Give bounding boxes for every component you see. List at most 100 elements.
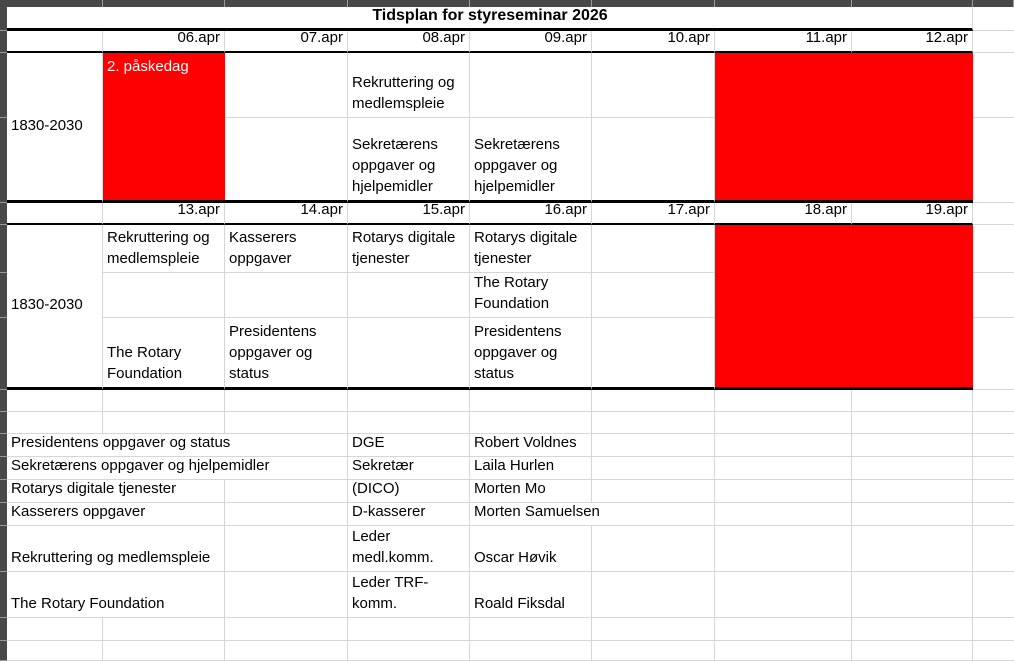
empty-cell[interactable] <box>715 390 852 412</box>
legend-role-cell[interactable]: Leder medl.komm. <box>348 526 470 572</box>
empty-cell[interactable] <box>103 273 225 318</box>
empty-cell[interactable] <box>592 412 715 434</box>
date-cell[interactable]: 16.apr <box>470 201 592 225</box>
empty-cell[interactable] <box>973 503 1014 526</box>
empty-cell[interactable] <box>852 412 973 434</box>
empty-cell[interactable] <box>973 412 1014 434</box>
event-cell[interactable]: Rotarys digitale tjenester <box>348 225 470 273</box>
empty-cell[interactable] <box>225 273 348 318</box>
empty-cell[interactable] <box>348 618 470 641</box>
empty-cell[interactable] <box>852 572 973 618</box>
legend-name-cell[interactable]: Oscar Høvik <box>470 526 592 572</box>
date-cell[interactable]: 14.apr <box>225 201 348 225</box>
empty-cell[interactable] <box>715 412 852 434</box>
legend-topic-cell[interactable]: Rekruttering og medlemspleie <box>7 526 225 572</box>
empty-cell[interactable] <box>973 457 1014 480</box>
empty-cell[interactable] <box>225 618 348 641</box>
empty-cell[interactable] <box>592 118 715 203</box>
event-cell[interactable]: Rotarys digitale tjenester <box>470 225 592 273</box>
event-cell[interactable]: Sekretærens oppgaver og hjelpemidler <box>470 118 592 203</box>
empty-cell[interactable] <box>973 225 1014 273</box>
legend-topic-cell[interactable]: The Rotary Foundation <box>7 572 225 618</box>
empty-cell[interactable] <box>470 53 592 118</box>
empty-cell[interactable] <box>973 434 1014 457</box>
empty-cell[interactable] <box>973 480 1014 503</box>
empty-cell[interactable] <box>973 31 1014 53</box>
empty-cell[interactable] <box>852 390 973 412</box>
event-cell[interactable]: Rekruttering og medlemspleie <box>103 225 225 273</box>
empty-cell[interactable] <box>348 641 470 661</box>
empty-cell[interactable] <box>225 480 348 503</box>
empty-cell[interactable] <box>470 618 592 641</box>
event-cell[interactable]: Presidentens oppgaver og status <box>225 318 348 390</box>
empty-cell[interactable] <box>7 412 103 434</box>
empty-cell[interactable] <box>715 457 852 480</box>
empty-cell[interactable] <box>592 318 715 390</box>
empty-cell[interactable] <box>7 390 103 412</box>
empty-cell[interactable] <box>852 457 973 480</box>
empty-cell[interactable] <box>225 53 348 118</box>
legend-name-cell[interactable]: Roald Fiksdal <box>470 572 592 618</box>
empty-cell[interactable] <box>348 273 470 318</box>
legend-name-cell[interactable]: Morten Samuelsen <box>470 503 715 526</box>
empty-cell[interactable] <box>225 412 348 434</box>
date-cell[interactable]: 19.apr <box>852 201 973 225</box>
date-cell[interactable]: 11.apr <box>715 29 852 53</box>
empty-cell[interactable] <box>973 273 1014 318</box>
empty-cell[interactable] <box>592 618 715 641</box>
empty-cell[interactable] <box>592 53 715 118</box>
event-cell[interactable]: Rekruttering og medlemspleie <box>348 53 470 118</box>
empty-cell[interactable] <box>973 390 1014 412</box>
empty-cell[interactable] <box>592 572 715 618</box>
empty-cell[interactable] <box>7 618 103 641</box>
empty-cell[interactable] <box>103 412 225 434</box>
legend-topic-cell[interactable]: Sekretærens oppgaver og hjelpemidler <box>7 457 348 480</box>
empty-cell[interactable] <box>852 503 973 526</box>
empty-cell[interactable] <box>715 618 852 641</box>
legend-role-cell[interactable]: D-kasserer <box>348 503 470 526</box>
empty-cell[interactable] <box>715 434 852 457</box>
empty-cell[interactable] <box>225 641 348 661</box>
empty-cell[interactable] <box>715 641 852 661</box>
empty-cell[interactable] <box>973 572 1014 618</box>
empty-cell[interactable] <box>592 225 715 273</box>
legend-topic-cell[interactable]: Kasserers oppgaver <box>7 503 225 526</box>
empty-cell[interactable] <box>592 434 715 457</box>
time-range-cell[interactable]: 1830-2030 <box>7 225 103 390</box>
empty-cell[interactable] <box>973 7 1014 31</box>
empty-cell[interactable] <box>103 641 225 661</box>
legend-role-cell[interactable]: Sekretær <box>348 457 470 480</box>
empty-cell[interactable] <box>715 526 852 572</box>
title-cell[interactable]: Tidsplan for styreseminar 2026 <box>7 7 973 31</box>
date-cell[interactable]: 08.apr <box>348 29 470 53</box>
time-range-cell[interactable]: 1830-2030 <box>7 53 103 203</box>
blocked-days-cell[interactable] <box>715 53 973 203</box>
legend-name-cell[interactable]: Robert Voldnes <box>470 434 592 457</box>
empty-cell[interactable] <box>348 412 470 434</box>
legend-name-cell[interactable]: Laila Hurlen <box>470 457 592 480</box>
empty-cell[interactable] <box>973 118 1014 203</box>
empty-cell[interactable] <box>973 53 1014 118</box>
empty-cell[interactable] <box>973 318 1014 390</box>
empty-cell[interactable] <box>592 641 715 661</box>
empty-cell[interactable] <box>715 480 852 503</box>
empty-cell[interactable] <box>852 434 973 457</box>
date-cell[interactable]: 06.apr <box>103 29 225 53</box>
empty-cell[interactable] <box>470 390 592 412</box>
empty-cell[interactable] <box>715 572 852 618</box>
date-cell[interactable]: 15.apr <box>348 201 470 225</box>
empty-cell[interactable] <box>973 641 1014 661</box>
empty-cell[interactable] <box>852 618 973 641</box>
empty-cell[interactable] <box>592 480 715 503</box>
date-cell[interactable]: 18.apr <box>715 201 852 225</box>
empty-cell[interactable] <box>592 457 715 480</box>
empty-cell[interactable] <box>7 641 103 661</box>
event-cell[interactable]: Presidentens oppgaver og status <box>470 318 592 390</box>
empty-cell[interactable] <box>973 526 1014 572</box>
empty-cell[interactable] <box>470 412 592 434</box>
event-cell[interactable]: Sekretærens oppgaver og hjelpemidler <box>348 118 470 203</box>
event-cell[interactable]: Kasserers oppgaver <box>225 225 348 273</box>
empty-cell[interactable] <box>348 318 470 390</box>
legend-role-cell[interactable]: DGE <box>348 434 470 457</box>
date-cell[interactable]: 09.apr <box>470 29 592 53</box>
